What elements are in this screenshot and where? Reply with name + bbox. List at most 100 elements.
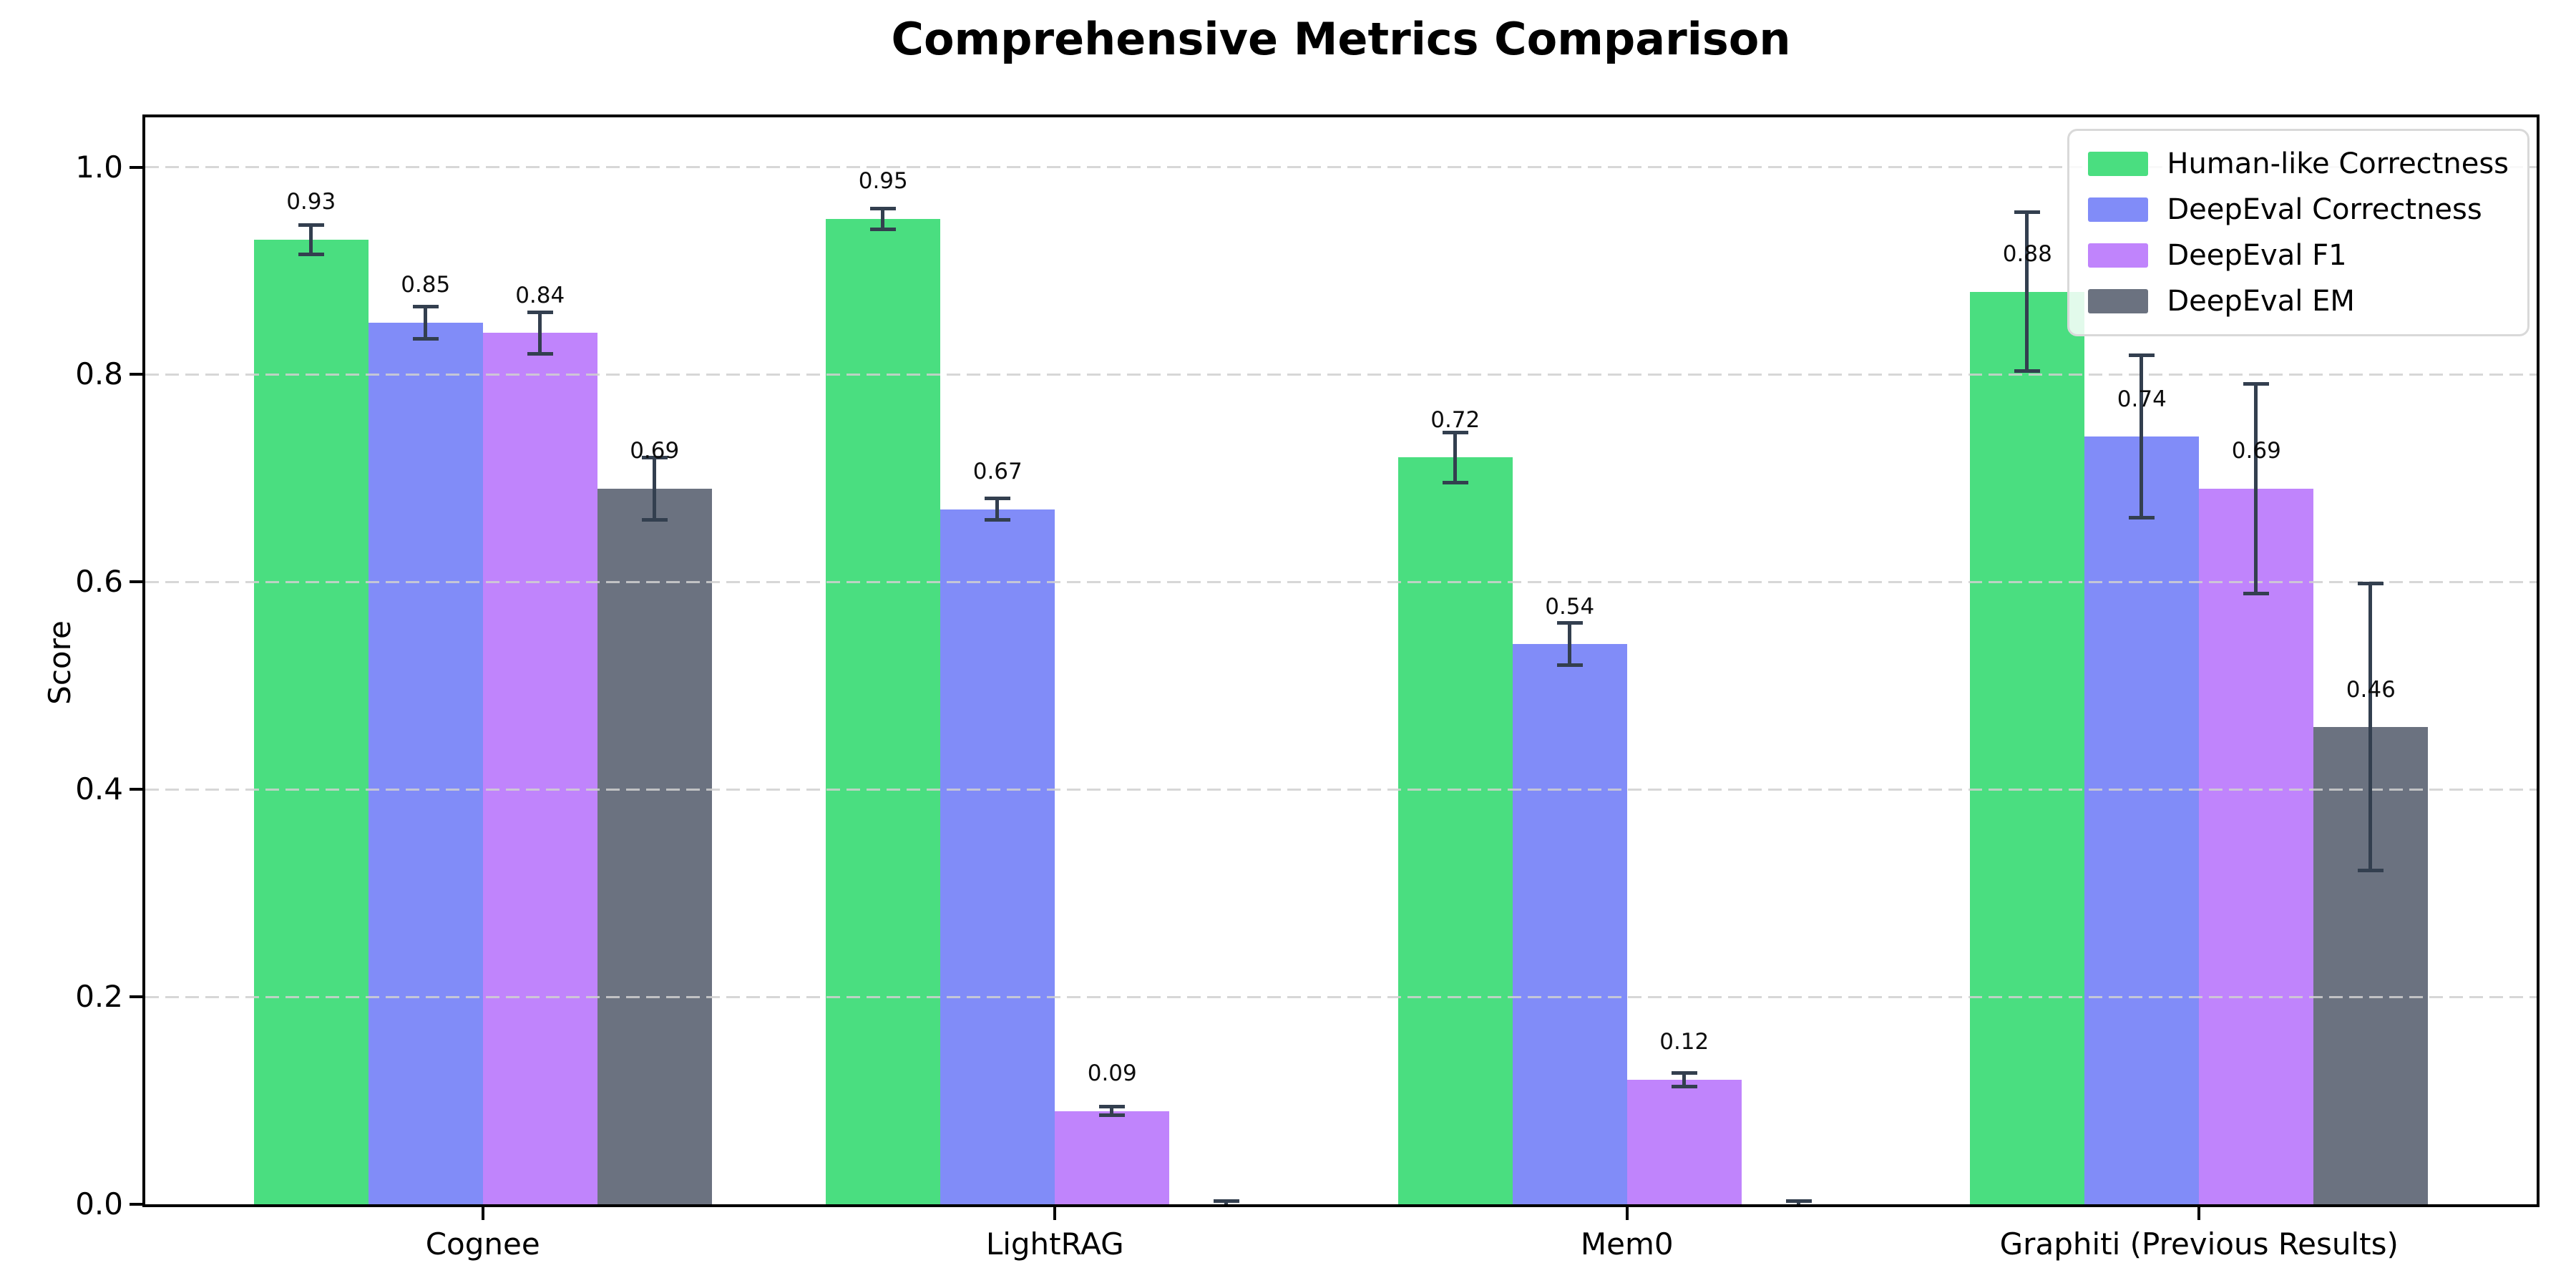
error-bar-cap — [2358, 582, 2384, 586]
bar-value-label: 0.69 — [2231, 438, 2281, 464]
bar — [826, 219, 941, 1204]
bar-value-label: 0.67 — [972, 459, 1023, 485]
error-bar-cap — [2129, 516, 2155, 520]
error-bar — [1785, 1199, 1812, 1204]
error-bar — [641, 455, 668, 522]
bar-value-label: 0.69 — [630, 438, 680, 464]
y-tick-label: 0.4 — [75, 771, 123, 807]
bar-value-label: 0.12 — [1659, 1029, 1709, 1055]
bar — [253, 240, 369, 1204]
gridline — [145, 788, 2537, 791]
y-tick — [130, 1203, 142, 1206]
error-bar-line — [652, 455, 656, 522]
error-bar-cap — [870, 206, 897, 210]
error-bar-line — [308, 223, 313, 257]
x-tick — [1625, 1207, 1629, 1220]
bar — [2199, 488, 2314, 1204]
legend-item: DeepEval EM — [2088, 278, 2509, 324]
error-bar-line — [2368, 582, 2373, 873]
bar-value-label: 0.93 — [286, 189, 336, 215]
y-tick-label: 0.2 — [75, 979, 123, 1015]
x-tick-label: Mem0 — [1580, 1226, 1674, 1262]
error-bar-cap — [1671, 1084, 1697, 1088]
error-bar-line — [995, 497, 1000, 522]
y-tick — [130, 580, 142, 584]
error-bar-line — [1110, 1104, 1114, 1118]
legend-swatch-icon — [2088, 197, 2149, 222]
error-bar-cap — [1671, 1071, 1697, 1075]
gridline — [145, 166, 2537, 169]
error-bar — [2014, 210, 2041, 373]
error-bar-line — [423, 305, 427, 341]
error-bar — [412, 305, 439, 341]
bar-value-label: 0.84 — [515, 282, 565, 308]
error-bar-line — [2025, 210, 2029, 373]
error-bar-cap — [1785, 1199, 1812, 1203]
error-bar-cap — [2358, 869, 2384, 873]
legend-item: DeepEval Correctness — [2088, 187, 2509, 233]
error-bar-cap — [2129, 353, 2155, 358]
error-bar-cap — [2014, 210, 2041, 215]
error-bar-cap — [1442, 481, 1468, 485]
error-bar-line — [1453, 430, 1457, 485]
bar — [368, 323, 483, 1204]
bar-value-label: 0.74 — [2117, 386, 2167, 412]
error-bars-layer — [145, 117, 2537, 1204]
legend-label: Human-like Correctness — [2167, 147, 2509, 180]
x-tick — [2197, 1207, 2201, 1220]
legend-swatch-icon — [2088, 289, 2149, 313]
error-bar — [870, 206, 897, 232]
legend-swatch-icon — [2088, 152, 2149, 176]
bar-value-label: 0.09 — [1087, 1060, 1137, 1086]
plot-area: 0.93 0.85 0.84 0.69 0.95 0.67 0.09 0.72 0.54 0.12… — [142, 114, 2540, 1207]
value-labels-layer: 0.93 0.85 0.84 0.69 0.95 0.67 0.09 0.72 0.54 0.12… — [145, 117, 2537, 1204]
bar-value-label: 0.95 — [858, 168, 908, 195]
error-bar-line — [1682, 1071, 1686, 1088]
bar — [1512, 644, 1627, 1204]
x-tick-label: Cognee — [425, 1226, 540, 1262]
y-tick-label: 0.0 — [75, 1186, 123, 1221]
legend-label: DeepEval F1 — [2167, 239, 2347, 272]
bar — [1970, 291, 2085, 1204]
error-bar — [1671, 1071, 1697, 1088]
error-bar-cap — [641, 455, 668, 459]
error-bar — [2243, 381, 2270, 596]
error-bar-cap — [1099, 1113, 1126, 1118]
y-tick — [130, 165, 142, 169]
chart-title: Comprehensive Metrics Comparison — [891, 13, 1791, 65]
error-bar — [985, 497, 1011, 522]
x-tick — [481, 1207, 484, 1220]
error-bar — [527, 310, 553, 356]
error-bar-cap — [412, 305, 439, 309]
legend-swatch-icon — [2088, 243, 2149, 268]
error-bar — [298, 223, 324, 257]
bar — [482, 333, 597, 1204]
error-bar-line — [2140, 353, 2144, 520]
bar-value-label: 0.54 — [1545, 593, 1595, 620]
y-tick-label: 0.6 — [75, 564, 123, 600]
gridline — [145, 995, 2537, 998]
error-bar-cap — [298, 223, 324, 227]
y-tick-label: 1.0 — [75, 149, 123, 185]
legend: Human-like Correctness DeepEval Correctne… — [2067, 129, 2529, 336]
error-bar-cap — [1556, 663, 1583, 668]
error-bar-cap — [2243, 381, 2270, 386]
bar — [2084, 436, 2200, 1204]
error-bar-line — [537, 310, 542, 356]
error-bar-cap — [870, 228, 897, 232]
gridlines-layer — [145, 117, 2537, 1204]
x-tick-label: LightRAG — [985, 1226, 1124, 1262]
legend-item: Human-like Correctness — [2088, 141, 2509, 187]
error-bar-line — [2254, 381, 2258, 596]
error-bar — [1556, 621, 1583, 668]
error-bar-cap — [412, 336, 439, 341]
error-bar — [2358, 582, 2384, 873]
y-tick-label: 0.8 — [75, 356, 123, 392]
legend-label: DeepEval Correctness — [2167, 193, 2482, 226]
error-bar-cap — [985, 518, 1011, 522]
error-bar-cap — [2243, 592, 2270, 596]
x-tick-label: Graphiti (Previous Results) — [1999, 1226, 2399, 1262]
bars-layer — [145, 117, 2537, 1204]
bar — [597, 488, 712, 1204]
